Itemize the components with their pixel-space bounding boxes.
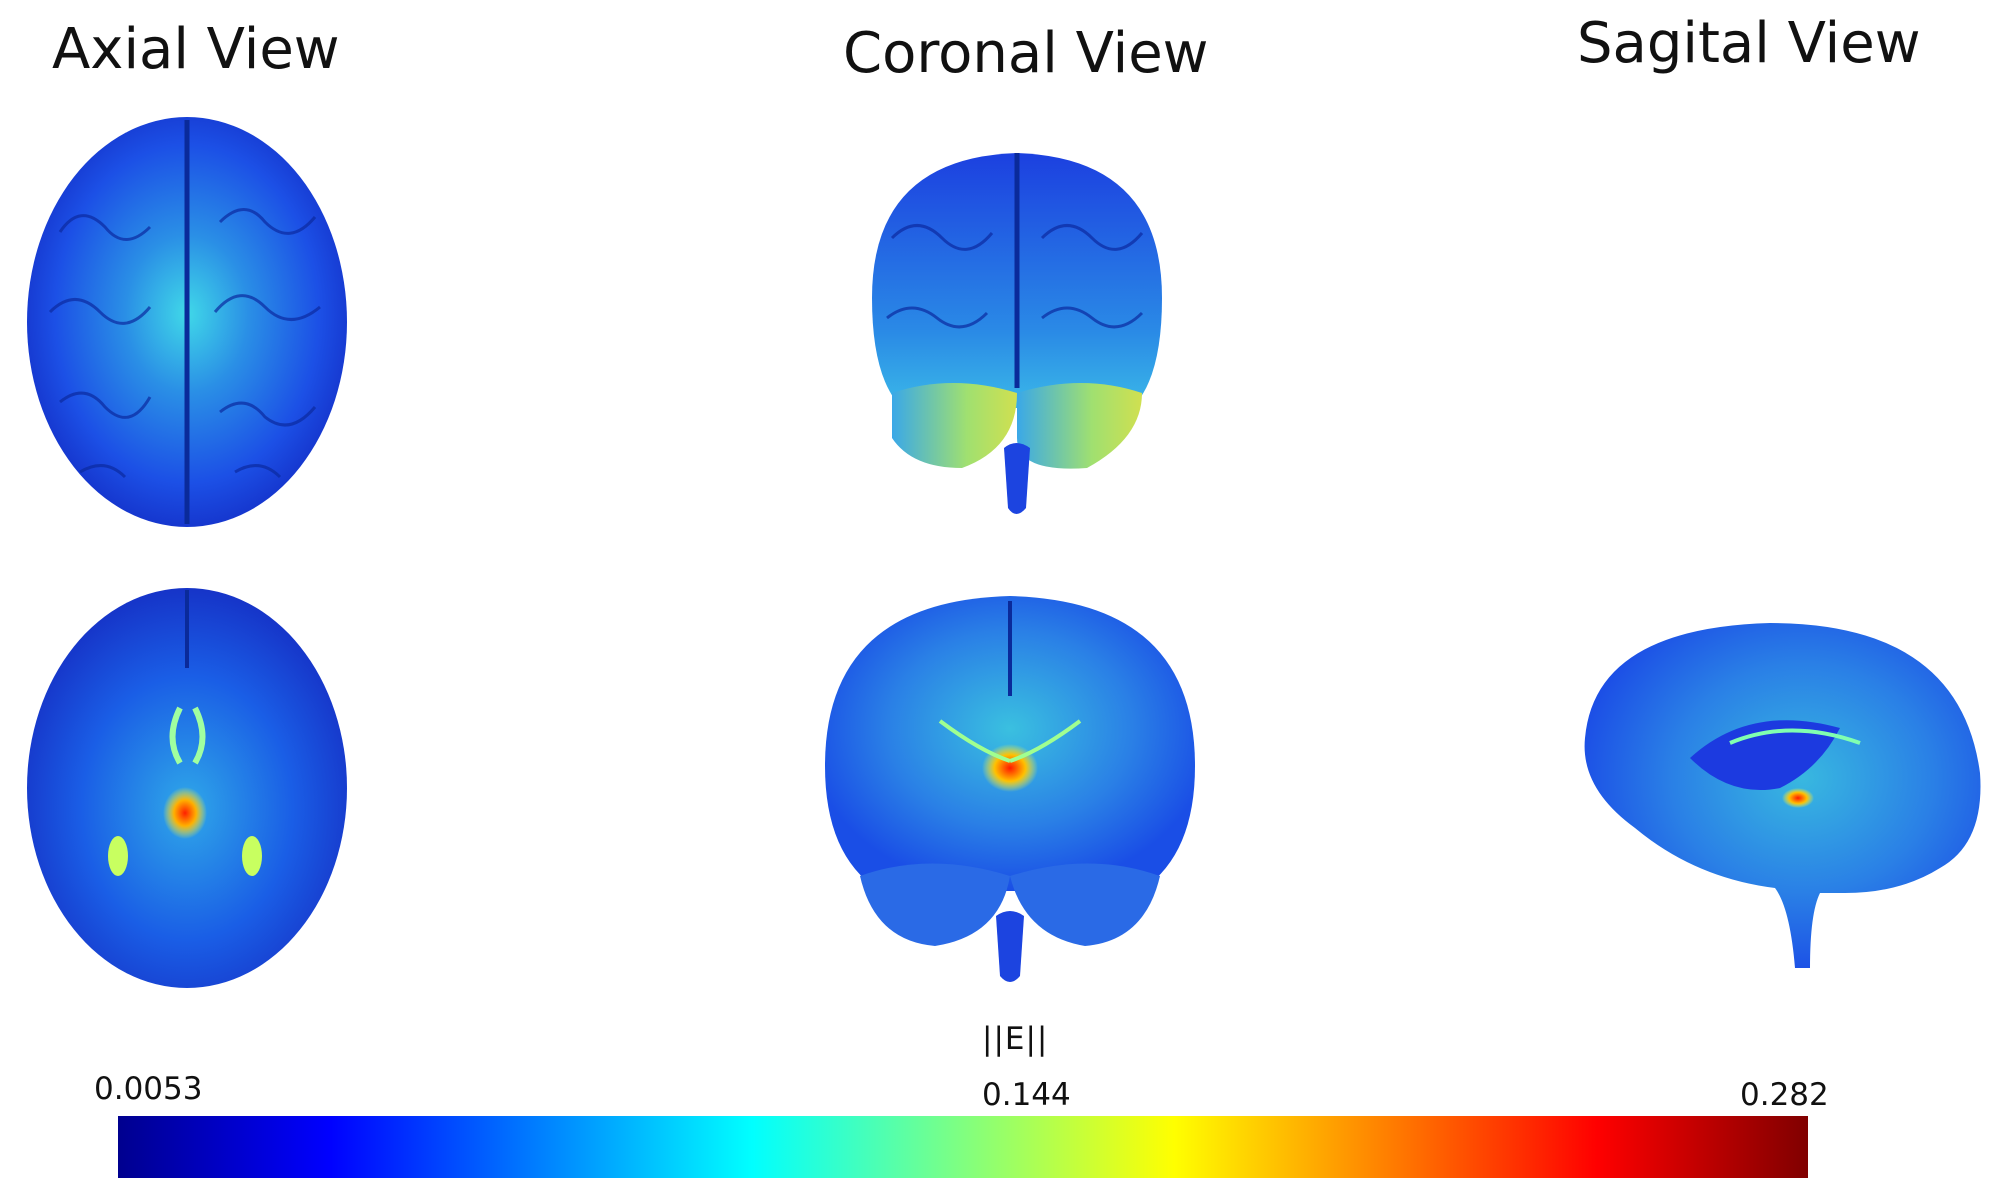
sagital-view-title: Sagital View xyxy=(1577,11,1921,76)
sagital-section-brain-image xyxy=(1580,618,1985,983)
axial-surface-brain-image xyxy=(20,112,355,532)
colorbar xyxy=(118,1116,1808,1178)
axial-view-title: Axial View xyxy=(52,17,340,82)
colorbar-min-label: 0.0053 xyxy=(94,1071,203,1107)
coronal-surface-brain-image xyxy=(852,148,1182,518)
colorbar-title: ||E|| xyxy=(982,1021,1049,1057)
coronal-view-title: Coronal View xyxy=(843,21,1209,86)
colorbar-mid-label: 0.144 xyxy=(982,1077,1071,1113)
colorbar-max-label: 0.282 xyxy=(1740,1077,1829,1113)
axial-section-brain-image xyxy=(20,588,355,1008)
coronal-section-brain-image xyxy=(820,596,1200,986)
